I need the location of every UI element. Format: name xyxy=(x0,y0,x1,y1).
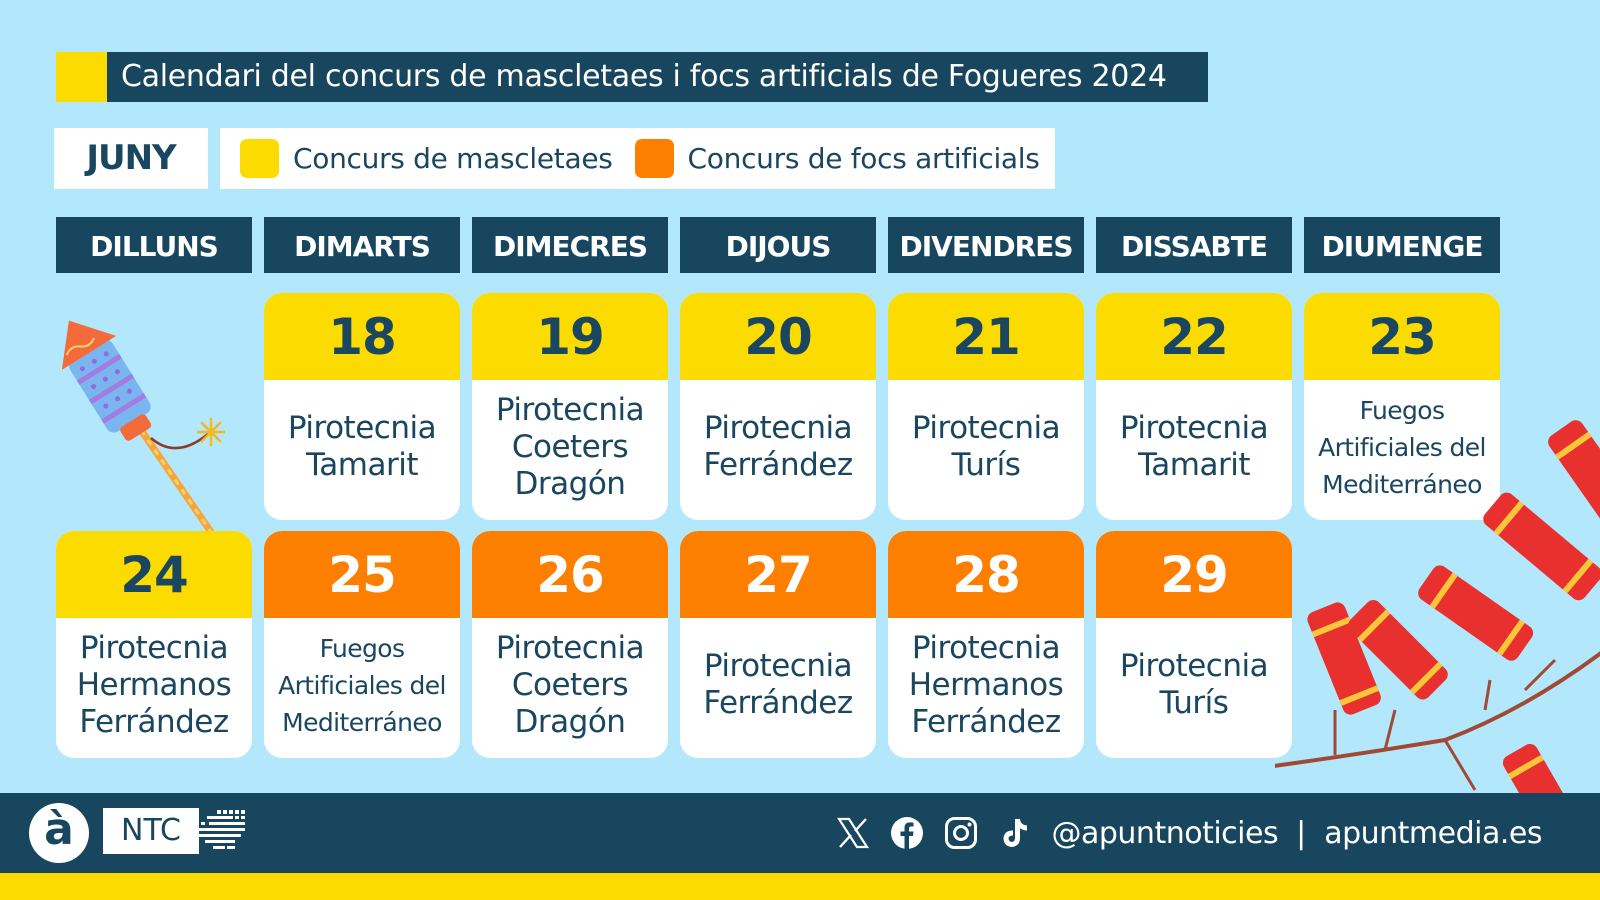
social-handle[interactable]: @apuntnoticies xyxy=(1051,815,1279,851)
day-number: 25 xyxy=(264,531,460,618)
pyrotechnic-name: Pirotecnia Ferrández xyxy=(703,410,853,483)
month-label: JUNY xyxy=(54,128,208,189)
day-card-26: 26 Pirotecnia Coeters Dragón xyxy=(472,531,668,758)
pyrotechnic-name: Pirotecnia Tamarit xyxy=(287,410,437,483)
firecrackers-illustration-icon xyxy=(1275,420,1600,800)
day-card-29: 29 Pirotecnia Turís xyxy=(1096,531,1292,758)
pyrotechnic-name: Pirotecnia Tamarit xyxy=(1119,410,1269,483)
day-number: 22 xyxy=(1096,293,1292,380)
day-card-20: 20 Pirotecnia Ferrández xyxy=(680,293,876,520)
apunt-logo: à xyxy=(29,803,89,863)
footer-bar xyxy=(0,793,1600,873)
day-card-28: 28 Pirotecnia Hermanos Ferrández xyxy=(888,531,1084,758)
weekday-header-divendres: DIVENDRES xyxy=(888,217,1084,273)
title-accent-square xyxy=(56,52,107,102)
pyrotechnic-name: Pirotecnia Coeters Dragón xyxy=(495,391,645,502)
legend-swatch-yellow xyxy=(240,139,279,178)
weekday-header-dissabte: DISSABTE xyxy=(1096,217,1292,273)
legend-item-focs: Concurs de focs artificials xyxy=(634,139,1040,178)
day-card-18: 18 Pirotecnia Tamarit xyxy=(264,293,460,520)
day-card-23: 23 Fuegos Artificiales del Mediterráneo xyxy=(1304,293,1500,520)
tiktok-icon[interactable] xyxy=(997,815,1033,851)
social-links: @apuntnoticies | apuntmedia.es xyxy=(835,793,1542,873)
day-number: 18 xyxy=(264,293,460,380)
day-number: 20 xyxy=(680,293,876,380)
day-card-25: 25 Fuegos Artificiales del Mediterráneo xyxy=(264,531,460,758)
pyrotechnic-name: Pirotecnia Hermanos Ferrández xyxy=(908,629,1064,740)
footer-separator: | xyxy=(1296,815,1307,851)
legend: Concurs de mascletaes Concurs de focs ar… xyxy=(220,128,1055,189)
ntc-logo-lines-icon xyxy=(195,810,245,849)
pyrotechnic-name: Pirotecnia Ferrández xyxy=(703,648,853,721)
legend-swatch-orange xyxy=(634,139,674,178)
rocket-illustration-icon xyxy=(61,320,225,534)
legend-label: Concurs de focs artificials xyxy=(687,142,1040,175)
day-number: 21 xyxy=(888,293,1084,380)
pyrotechnic-name: Fuegos Artificiales del Mediterráneo xyxy=(278,633,446,737)
day-card-19: 19 Pirotecnia Coeters Dragón xyxy=(472,293,668,520)
day-number: 28 xyxy=(888,531,1084,618)
weekday-header-diumenge: DIUMENGE xyxy=(1304,217,1500,273)
weekday-header-dijous: DIJOUS xyxy=(680,217,876,273)
day-number: 24 xyxy=(56,531,252,618)
website-link[interactable]: apuntmedia.es xyxy=(1324,815,1542,851)
ntc-logo: NTC xyxy=(103,808,199,854)
day-card-27: 27 Pirotecnia Ferrández xyxy=(680,531,876,758)
day-number: 26 xyxy=(472,531,668,618)
legend-label: Concurs de mascletaes xyxy=(293,142,613,175)
footer-yellow-strip xyxy=(0,873,1600,900)
instagram-icon[interactable] xyxy=(943,815,979,851)
day-card-21: 21 Pirotecnia Turís xyxy=(888,293,1084,520)
weekday-header-dimarts: DIMARTS xyxy=(264,217,460,273)
day-number: 19 xyxy=(472,293,668,380)
pyrotechnic-name: Pirotecnia Turís xyxy=(911,410,1061,483)
pyrotechnic-name: Pirotecnia Turís xyxy=(1119,648,1269,721)
page-title: Calendari del concurs de mascletaes i fo… xyxy=(107,52,1208,102)
weekday-header-dimecres: DIMECRES xyxy=(472,217,668,273)
x-icon[interactable] xyxy=(835,815,871,851)
day-card-22: 22 Pirotecnia Tamarit xyxy=(1096,293,1292,520)
facebook-icon[interactable] xyxy=(889,815,925,851)
day-card-24: 24 Pirotecnia Hermanos Ferrández xyxy=(56,531,252,758)
day-number: 29 xyxy=(1096,531,1292,618)
day-number: 23 xyxy=(1304,293,1500,380)
pyrotechnic-name: Pirotecnia Coeters Dragón xyxy=(495,629,645,740)
day-number: 27 xyxy=(680,531,876,618)
weekday-header-dilluns: DILLUNS xyxy=(56,217,252,273)
pyrotechnic-name: Fuegos Artificiales del Mediterráneo xyxy=(1318,395,1486,499)
legend-item-mascletaes: Concurs de mascletaes xyxy=(240,139,613,178)
pyrotechnic-name: Pirotecnia Hermanos Ferrández xyxy=(76,629,232,740)
